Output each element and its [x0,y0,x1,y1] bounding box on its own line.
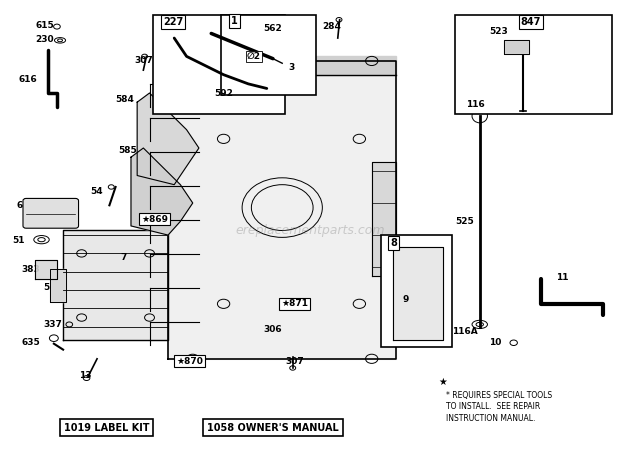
Text: * REQUIRES SPECIAL TOOLS
TO INSTALL.  SEE REPAIR
INSTRUCTION MANUAL.: * REQUIRES SPECIAL TOOLS TO INSTALL. SEE… [446,390,552,423]
Text: 3: 3 [288,63,294,72]
Polygon shape [372,162,396,276]
Text: 116A: 116A [452,327,478,336]
Text: 635: 635 [21,338,40,347]
Text: 1: 1 [231,16,238,26]
Bar [153,15,285,114]
Text: 13: 13 [79,371,91,380]
Text: 383: 383 [21,265,40,274]
Bar [221,15,316,95]
Text: 1019 LABEL KIT: 1019 LABEL KIT [64,423,149,432]
Bar [381,235,452,347]
Text: 562: 562 [264,24,283,33]
Text: 615: 615 [35,21,54,30]
Polygon shape [393,247,443,341]
Polygon shape [35,260,57,278]
Text: 230: 230 [35,35,54,44]
Text: 54: 54 [91,187,104,196]
Polygon shape [131,148,193,235]
Bar [455,15,613,114]
Text: 11: 11 [556,273,568,282]
Text: 51: 51 [12,236,25,245]
FancyBboxPatch shape [23,198,79,228]
Text: 525: 525 [455,217,474,226]
Polygon shape [168,56,396,75]
Text: 5: 5 [43,283,50,292]
Text: ∅2: ∅2 [247,52,261,61]
Polygon shape [168,61,396,359]
Text: 592: 592 [214,89,233,98]
Polygon shape [505,41,529,54]
Text: 307: 307 [285,357,304,366]
Polygon shape [137,93,199,185]
Text: 9: 9 [402,295,409,304]
Text: ereplacementparts.com: ereplacementparts.com [235,224,385,237]
Text: 116: 116 [466,100,484,109]
Polygon shape [63,230,168,341]
Text: 284: 284 [322,22,341,31]
Text: 1058 OWNER'S MANUAL: 1058 OWNER'S MANUAL [207,423,339,432]
Text: ★869: ★869 [141,214,168,224]
Text: 523: 523 [489,27,508,35]
Text: 8: 8 [390,238,397,248]
Text: 227: 227 [163,17,183,27]
Text: 337: 337 [43,320,62,329]
Text: ★870: ★870 [176,357,203,366]
Polygon shape [50,269,66,301]
Text: 10: 10 [489,338,502,347]
Text: 585: 585 [118,146,138,155]
Text: 116: 116 [455,98,474,106]
Text: 616: 616 [19,75,37,84]
Text: ★: ★ [438,377,447,387]
Text: 7: 7 [120,254,127,262]
Text: 625: 625 [17,201,35,210]
Text: 306: 306 [264,325,282,333]
Text: ★871: ★871 [281,299,308,308]
Text: 847: 847 [521,17,541,27]
Text: 307: 307 [134,55,153,65]
Text: 584: 584 [115,95,135,104]
